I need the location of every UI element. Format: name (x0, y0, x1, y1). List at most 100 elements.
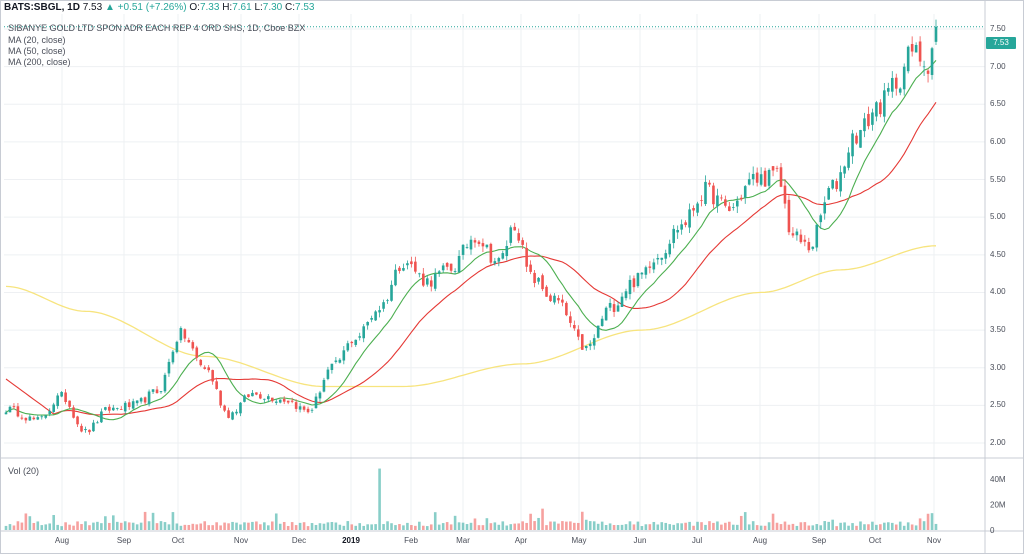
candle-body (235, 411, 238, 414)
legend-ma20[interactable]: MA (20, close) (8, 35, 66, 45)
legend-ma50[interactable]: MA (50, close) (8, 46, 66, 56)
volume-bar (115, 521, 119, 530)
candle-body (318, 392, 322, 399)
volume-bar (855, 525, 858, 530)
volume-bar (553, 521, 556, 530)
volume-bar (139, 522, 143, 530)
volume-bar (712, 522, 715, 530)
volume-bar (52, 515, 55, 530)
candle-body (747, 179, 751, 185)
candle-body (72, 407, 75, 418)
candle-body (855, 135, 858, 144)
candle-body (557, 298, 560, 301)
volume-bar (771, 513, 775, 530)
volume-bar (282, 521, 286, 530)
legend-ma200[interactable]: MA (200, close) (8, 57, 71, 67)
candle-body (732, 207, 735, 208)
volume-bar (580, 511, 584, 530)
last-price: 7.53 (82, 2, 103, 13)
volume-bar (338, 524, 342, 530)
candle-body (481, 243, 485, 247)
candle-body (382, 302, 385, 309)
candle-body (163, 374, 167, 392)
x-tick-label: Oct (868, 536, 882, 545)
volume-bar (398, 524, 401, 530)
volume-bar (493, 522, 497, 530)
candle-body (48, 410, 52, 415)
volume-bar (843, 522, 846, 530)
volume-bar (108, 522, 111, 530)
volume-bar (390, 523, 393, 530)
volume-bar (914, 525, 918, 530)
volume-bar (60, 526, 63, 530)
candle-body (60, 391, 63, 397)
candle-body (207, 367, 210, 371)
volume-tick-label: 40M (990, 475, 1006, 484)
candle-body (322, 379, 326, 392)
candle-body (338, 359, 342, 363)
volume-bar (123, 521, 127, 530)
candle-body (497, 258, 501, 262)
volume-bar (96, 521, 99, 530)
candle-body (429, 280, 433, 287)
candle-body (473, 240, 477, 243)
y-tick-label: 6.50 (990, 99, 1006, 109)
candle-body (437, 271, 441, 274)
candle-body (270, 397, 274, 402)
candle-body (40, 416, 44, 418)
candle-body (108, 406, 111, 411)
candle-body (88, 429, 91, 433)
volume-bar (863, 524, 866, 530)
volume-bar (40, 525, 44, 530)
volume-bar (680, 523, 683, 530)
candle-body (76, 416, 79, 425)
candle-body (453, 271, 457, 272)
volume-bar (807, 525, 811, 530)
candle-body (215, 381, 218, 389)
candle-body (290, 400, 294, 402)
volume-bar (473, 518, 477, 530)
candle-body (441, 265, 445, 271)
volume-bar (346, 521, 350, 530)
candle-body (52, 404, 55, 412)
volume-bar (811, 525, 815, 530)
candle-body (159, 391, 163, 393)
volume-bar (159, 521, 163, 530)
last-price-tag: 7.53 (986, 37, 1016, 49)
candle-body (394, 269, 397, 286)
volume-bar (270, 521, 274, 530)
volume-bar (497, 524, 501, 530)
candle-body (143, 397, 147, 403)
candle-body (632, 278, 636, 288)
volume-bar (163, 522, 167, 530)
volume-bar (88, 525, 91, 530)
volume-bar (215, 522, 218, 530)
candle-body (227, 410, 230, 418)
candle-body (739, 197, 743, 200)
volume-bar (135, 524, 139, 530)
volume-bar (728, 521, 731, 530)
volume-bar (104, 516, 107, 530)
candle-body (700, 200, 703, 202)
volume-bar (263, 522, 266, 530)
candle-body (513, 226, 517, 231)
candle-body (493, 261, 497, 264)
volume-bar (628, 521, 632, 530)
volume-bar (839, 522, 842, 530)
volume-bar (902, 525, 906, 530)
x-tick-label: Sep (811, 536, 827, 545)
symbol-header: BATS:SBGL, 1D 7.53 ▲ +0.51 (+7.26%) O:7.… (4, 2, 315, 13)
volume-bar (926, 513, 930, 530)
candle-body (314, 396, 318, 409)
candle-body (251, 392, 254, 397)
candle-body (390, 284, 393, 301)
candle-body (425, 278, 429, 285)
volume-bar (620, 524, 624, 530)
candle-body (648, 266, 652, 268)
candle-body (457, 256, 461, 273)
volume-bar (354, 525, 358, 530)
candle-body (926, 70, 930, 74)
volume-bar (716, 521, 719, 530)
candle-body (469, 239, 473, 250)
